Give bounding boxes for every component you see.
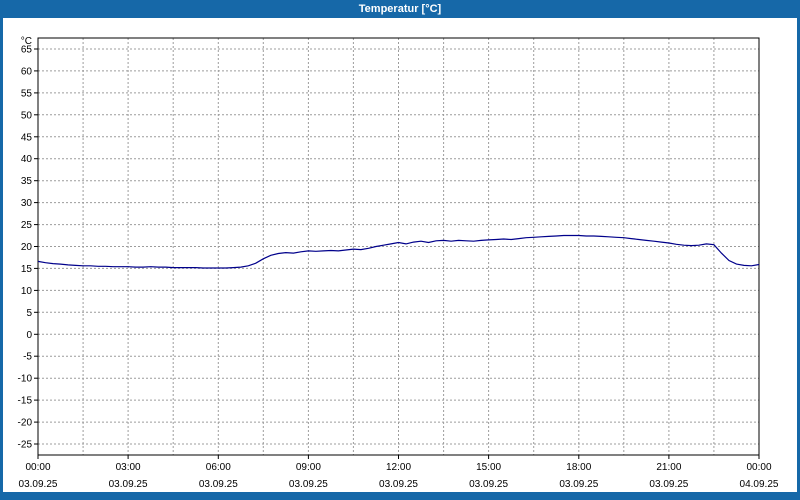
svg-text:0: 0 [26, 330, 32, 341]
chart-area: 65 60 55 50 45 40 35 30 25 20 15 10 5 0 -5 -10 -15 -20 -25… [3, 18, 797, 492]
svg-text:20: 20 [21, 242, 33, 253]
svg-text:09:00: 09:00 [296, 462, 321, 473]
svg-text:00:00: 00:00 [25, 462, 50, 473]
svg-text:65: 65 [21, 45, 33, 56]
svg-text:06:00: 06:00 [206, 462, 231, 473]
svg-text:35: 35 [21, 176, 33, 187]
svg-text:25: 25 [21, 220, 33, 231]
svg-text:15: 15 [21, 264, 33, 275]
svg-text:10: 10 [21, 286, 33, 297]
svg-text:-5: -5 [23, 352, 32, 363]
svg-text:03.09.25: 03.09.25 [289, 479, 328, 490]
svg-text:45: 45 [21, 132, 33, 143]
title-bar: Temperatur [°C] [0, 0, 800, 18]
svg-text:-10: -10 [18, 374, 33, 385]
svg-text:5: 5 [26, 308, 32, 319]
svg-text:15:00: 15:00 [476, 462, 501, 473]
svg-text:03.09.25: 03.09.25 [649, 479, 688, 490]
svg-text:60: 60 [21, 66, 33, 77]
svg-text:40: 40 [21, 154, 33, 165]
svg-text:03.09.25: 03.09.25 [109, 479, 148, 490]
svg-text:03.09.25: 03.09.25 [19, 479, 58, 490]
svg-text:21:00: 21:00 [656, 462, 681, 473]
svg-text:°C: °C [21, 36, 32, 47]
svg-text:03.09.25: 03.09.25 [199, 479, 238, 490]
svg-text:12:00: 12:00 [386, 462, 411, 473]
svg-text:04.09.25: 04.09.25 [740, 479, 779, 490]
svg-text:03.09.25: 03.09.25 [379, 479, 418, 490]
svg-text:-15: -15 [18, 396, 33, 407]
svg-text:18:00: 18:00 [566, 462, 591, 473]
svg-text:03.09.25: 03.09.25 [559, 479, 598, 490]
svg-text:50: 50 [21, 110, 33, 121]
svg-text:03:00: 03:00 [116, 462, 141, 473]
page-title: Temperatur [°C] [358, 3, 442, 15]
svg-text:00:00: 00:00 [746, 462, 771, 473]
svg-text:30: 30 [21, 198, 33, 209]
svg-text:-20: -20 [18, 418, 33, 429]
temperature-chart: 65605550454035302520151050-5-10-15-20-25… [18, 36, 779, 490]
svg-text:-25: -25 [18, 440, 33, 451]
svg-text:55: 55 [21, 88, 33, 99]
svg-text:03.09.25: 03.09.25 [469, 479, 508, 490]
